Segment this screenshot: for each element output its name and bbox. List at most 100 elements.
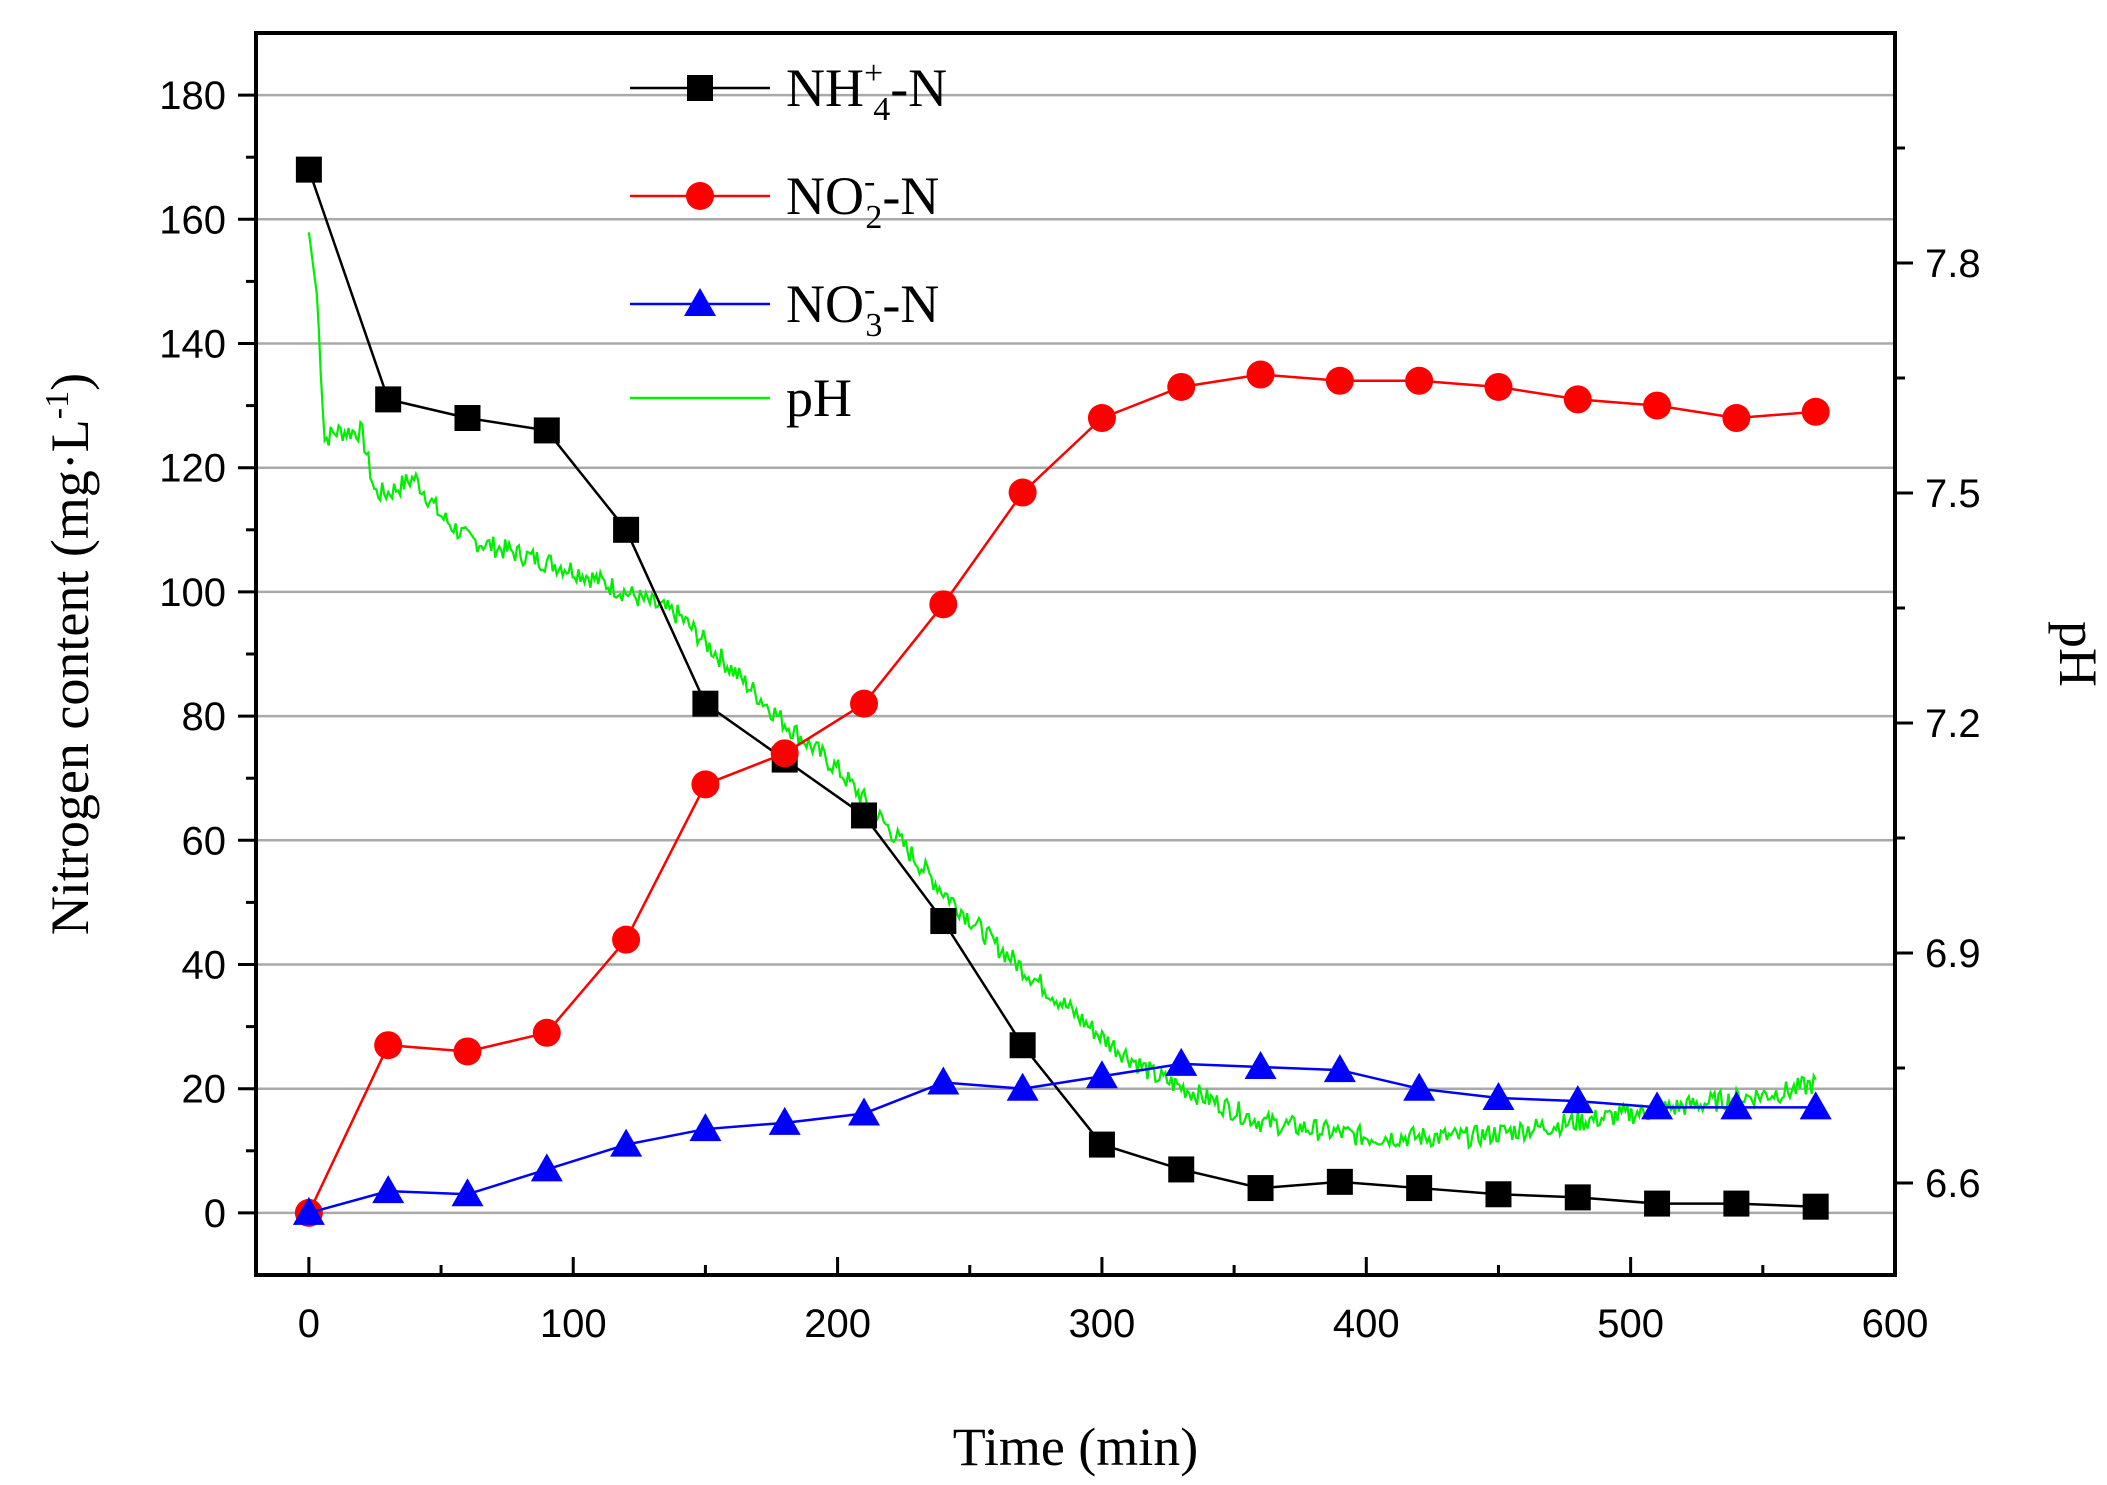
legend-label-ph: pH <box>786 368 852 428</box>
point-square-150 <box>692 690 719 717</box>
legend-label-main: NO <box>786 274 864 334</box>
y-tick-label-140: 140 <box>159 323 226 367</box>
legend-label-main: NH <box>786 58 864 118</box>
x-tick-label-600: 600 <box>1862 1302 1929 1346</box>
y-axis-title-close: ) <box>40 373 100 391</box>
point-circle-510 <box>1643 391 1672 420</box>
y-tick-label-120: 120 <box>159 447 226 491</box>
point-circle-210 <box>850 689 879 718</box>
ph-line <box>307 232 1817 1150</box>
point-triangle-210 <box>848 1097 881 1126</box>
series-line-circle <box>307 373 1816 1214</box>
legend-label-sub: 3 <box>865 307 882 344</box>
point-square-300 <box>1088 1131 1115 1158</box>
point-square-120 <box>613 516 640 543</box>
gridlines <box>256 93 1895 1215</box>
y-axis-title-sup: -1 <box>39 391 76 419</box>
point-circle-330 <box>1167 372 1196 401</box>
point-triangle-30 <box>372 1175 405 1204</box>
legend-marker-triangle <box>684 288 716 316</box>
point-circle-240 <box>929 590 958 619</box>
point-square-360 <box>1247 1175 1274 1202</box>
series-circle <box>294 360 1830 1227</box>
legend-label-triangle: NO-3-N <box>786 271 939 344</box>
point-circle-300 <box>1087 404 1116 433</box>
y-axis-title-main: Nitrogen content (mg·L <box>40 419 100 935</box>
point-circle-450 <box>1484 372 1513 401</box>
point-circle-420 <box>1405 366 1434 395</box>
legend: NH+ 4-NNO-2-NNO-3-NpH <box>630 55 947 428</box>
point-triangle-300 <box>1085 1060 1118 1089</box>
point-square-570 <box>1802 1193 1829 1220</box>
legend-label-tail: -N <box>882 274 939 334</box>
point-triangle-570 <box>1799 1091 1832 1120</box>
y2-tick-label-6.9: 6.9 <box>1925 932 1981 976</box>
point-circle-480 <box>1563 385 1592 414</box>
legend-entry-circle: NO-2-N <box>630 163 939 236</box>
point-square-540 <box>1723 1190 1750 1217</box>
point-circle-390 <box>1325 366 1354 395</box>
x-axis-title: Time (min) <box>953 1417 1199 1477</box>
point-square-60 <box>454 405 481 432</box>
point-square-270 <box>1009 1032 1036 1059</box>
y-axis-title: Nitrogen content (mg·L-1) <box>39 373 100 935</box>
point-square-480 <box>1564 1184 1591 1211</box>
legend-label-sub: 4 <box>873 91 890 128</box>
legend-marker-square <box>687 75 713 101</box>
y-tick-label-180: 180 <box>159 74 226 118</box>
point-circle-60 <box>453 1037 482 1066</box>
y-tick-label-100: 100 <box>159 571 226 615</box>
point-circle-150 <box>691 770 720 799</box>
point-circle-120 <box>612 925 641 954</box>
point-square-30 <box>375 386 402 413</box>
point-square-510 <box>1644 1190 1671 1217</box>
legend-label-sup: + <box>864 55 883 92</box>
point-square-90 <box>533 417 560 444</box>
legend-label-sub: 2 <box>865 199 882 236</box>
point-circle-540 <box>1722 404 1751 433</box>
y-tick-label-20: 20 <box>182 1068 227 1112</box>
point-triangle-120 <box>610 1128 643 1157</box>
point-triangle-360 <box>1244 1050 1277 1079</box>
legend-entry-square: NH+ 4-N <box>630 55 947 128</box>
point-circle-90 <box>532 1018 561 1047</box>
axis-ticks <box>238 93 1913 1275</box>
point-square-210 <box>851 802 878 829</box>
axis-tick-labels: 0 100 200 300 400 500 600 0 20 40 60 80 100 120 140 160… <box>159 74 1980 1346</box>
series-line-square <box>307 169 1816 1208</box>
point-triangle-510 <box>1641 1091 1674 1120</box>
point-triangle-0 <box>292 1196 325 1225</box>
series-line-triangle <box>308 1062 1816 1215</box>
y2-tick-label-7.2: 7.2 <box>1925 702 1981 746</box>
legend-label-circle: NO-2-N <box>786 163 939 236</box>
point-circle-30 <box>374 1031 403 1060</box>
point-square-420 <box>1406 1175 1433 1202</box>
point-circle-570 <box>1801 397 1830 426</box>
series-square <box>295 156 1829 1220</box>
y-tick-label-0: 0 <box>204 1192 226 1236</box>
point-circle-360 <box>1246 360 1275 389</box>
ph-series <box>307 232 1817 1150</box>
point-triangle-90 <box>530 1153 563 1182</box>
legend-label-square: NH+ 4-N <box>786 55 947 128</box>
legend-label-sup: - <box>864 163 875 200</box>
point-triangle-450 <box>1482 1082 1515 1111</box>
x-tick-label-500: 500 <box>1597 1302 1664 1346</box>
point-triangle-420 <box>1403 1072 1436 1101</box>
legend-entry-triangle: NO-3-N <box>630 271 939 344</box>
x-tick-label-300: 300 <box>1069 1302 1136 1346</box>
legend-label-sup: - <box>864 271 875 308</box>
point-square-0 <box>295 156 322 183</box>
y2-tick-label-7.8: 7.8 <box>1925 242 1981 286</box>
point-triangle-180 <box>768 1106 801 1135</box>
y-tick-label-60: 60 <box>182 819 227 863</box>
point-square-240 <box>930 908 957 935</box>
point-triangle-150 <box>689 1113 722 1142</box>
point-square-390 <box>1326 1168 1353 1195</box>
point-square-330 <box>1168 1156 1195 1183</box>
legend-label-main: NO <box>786 166 864 226</box>
x-tick-label-100: 100 <box>540 1302 607 1346</box>
x-tick-label-200: 200 <box>804 1302 871 1346</box>
nitrogen-series <box>292 156 1832 1227</box>
legend-entry-ph: pH <box>630 368 852 428</box>
